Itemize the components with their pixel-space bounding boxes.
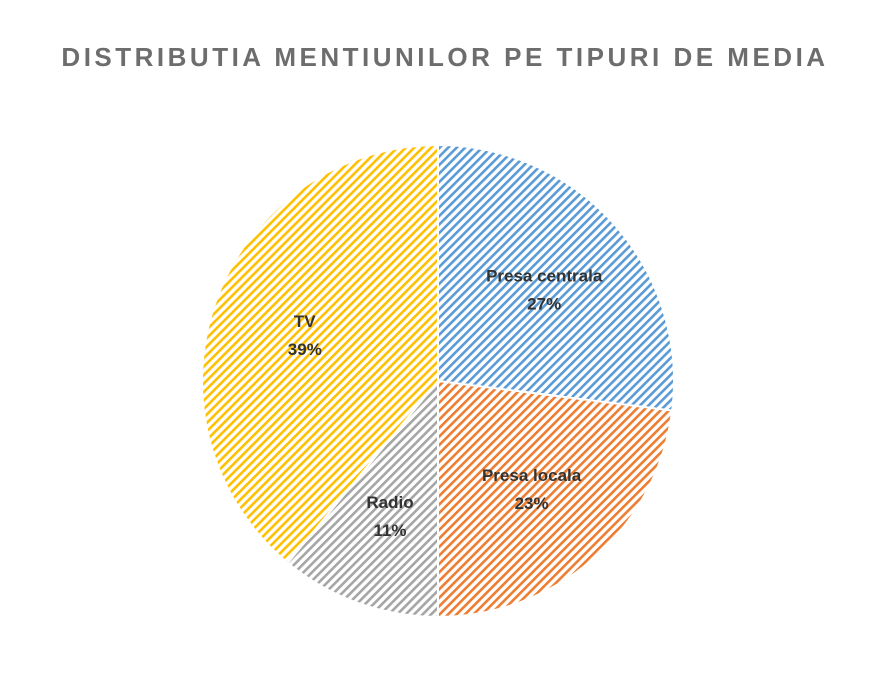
slice-name-presa-locala: Presa locala <box>482 466 582 485</box>
slice-name-presa-centrala: Presa centrala <box>486 266 603 285</box>
slice-label-radio: Radio 11% <box>366 493 413 540</box>
chart-title: DISTRIBUTIA MENTIUNILOR PE TIPURI DE MED… <box>61 42 829 72</box>
slice-name-radio: Radio <box>366 493 413 512</box>
slice-name-tv: TV <box>294 312 316 331</box>
pie-slice-presa-centrala <box>437 143 675 412</box>
slice-percent-tv: 39% <box>288 340 322 359</box>
slice-percent-presa-locala: 23% <box>515 494 549 513</box>
pie-slice-tv <box>201 143 439 565</box>
slice-label-presa-centrala: Presa centrala 27% <box>486 266 603 313</box>
slice-percent-radio: 11% <box>373 521 406 540</box>
slice-label-presa-locala: Presa locala 23% <box>482 466 582 513</box>
pie-slice-radio <box>286 378 439 619</box>
slice-percent-presa-centrala: 27% <box>527 294 561 313</box>
pie-slice-presa-locala <box>437 379 674 619</box>
slice-label-tv: TV 39% <box>288 312 322 359</box>
